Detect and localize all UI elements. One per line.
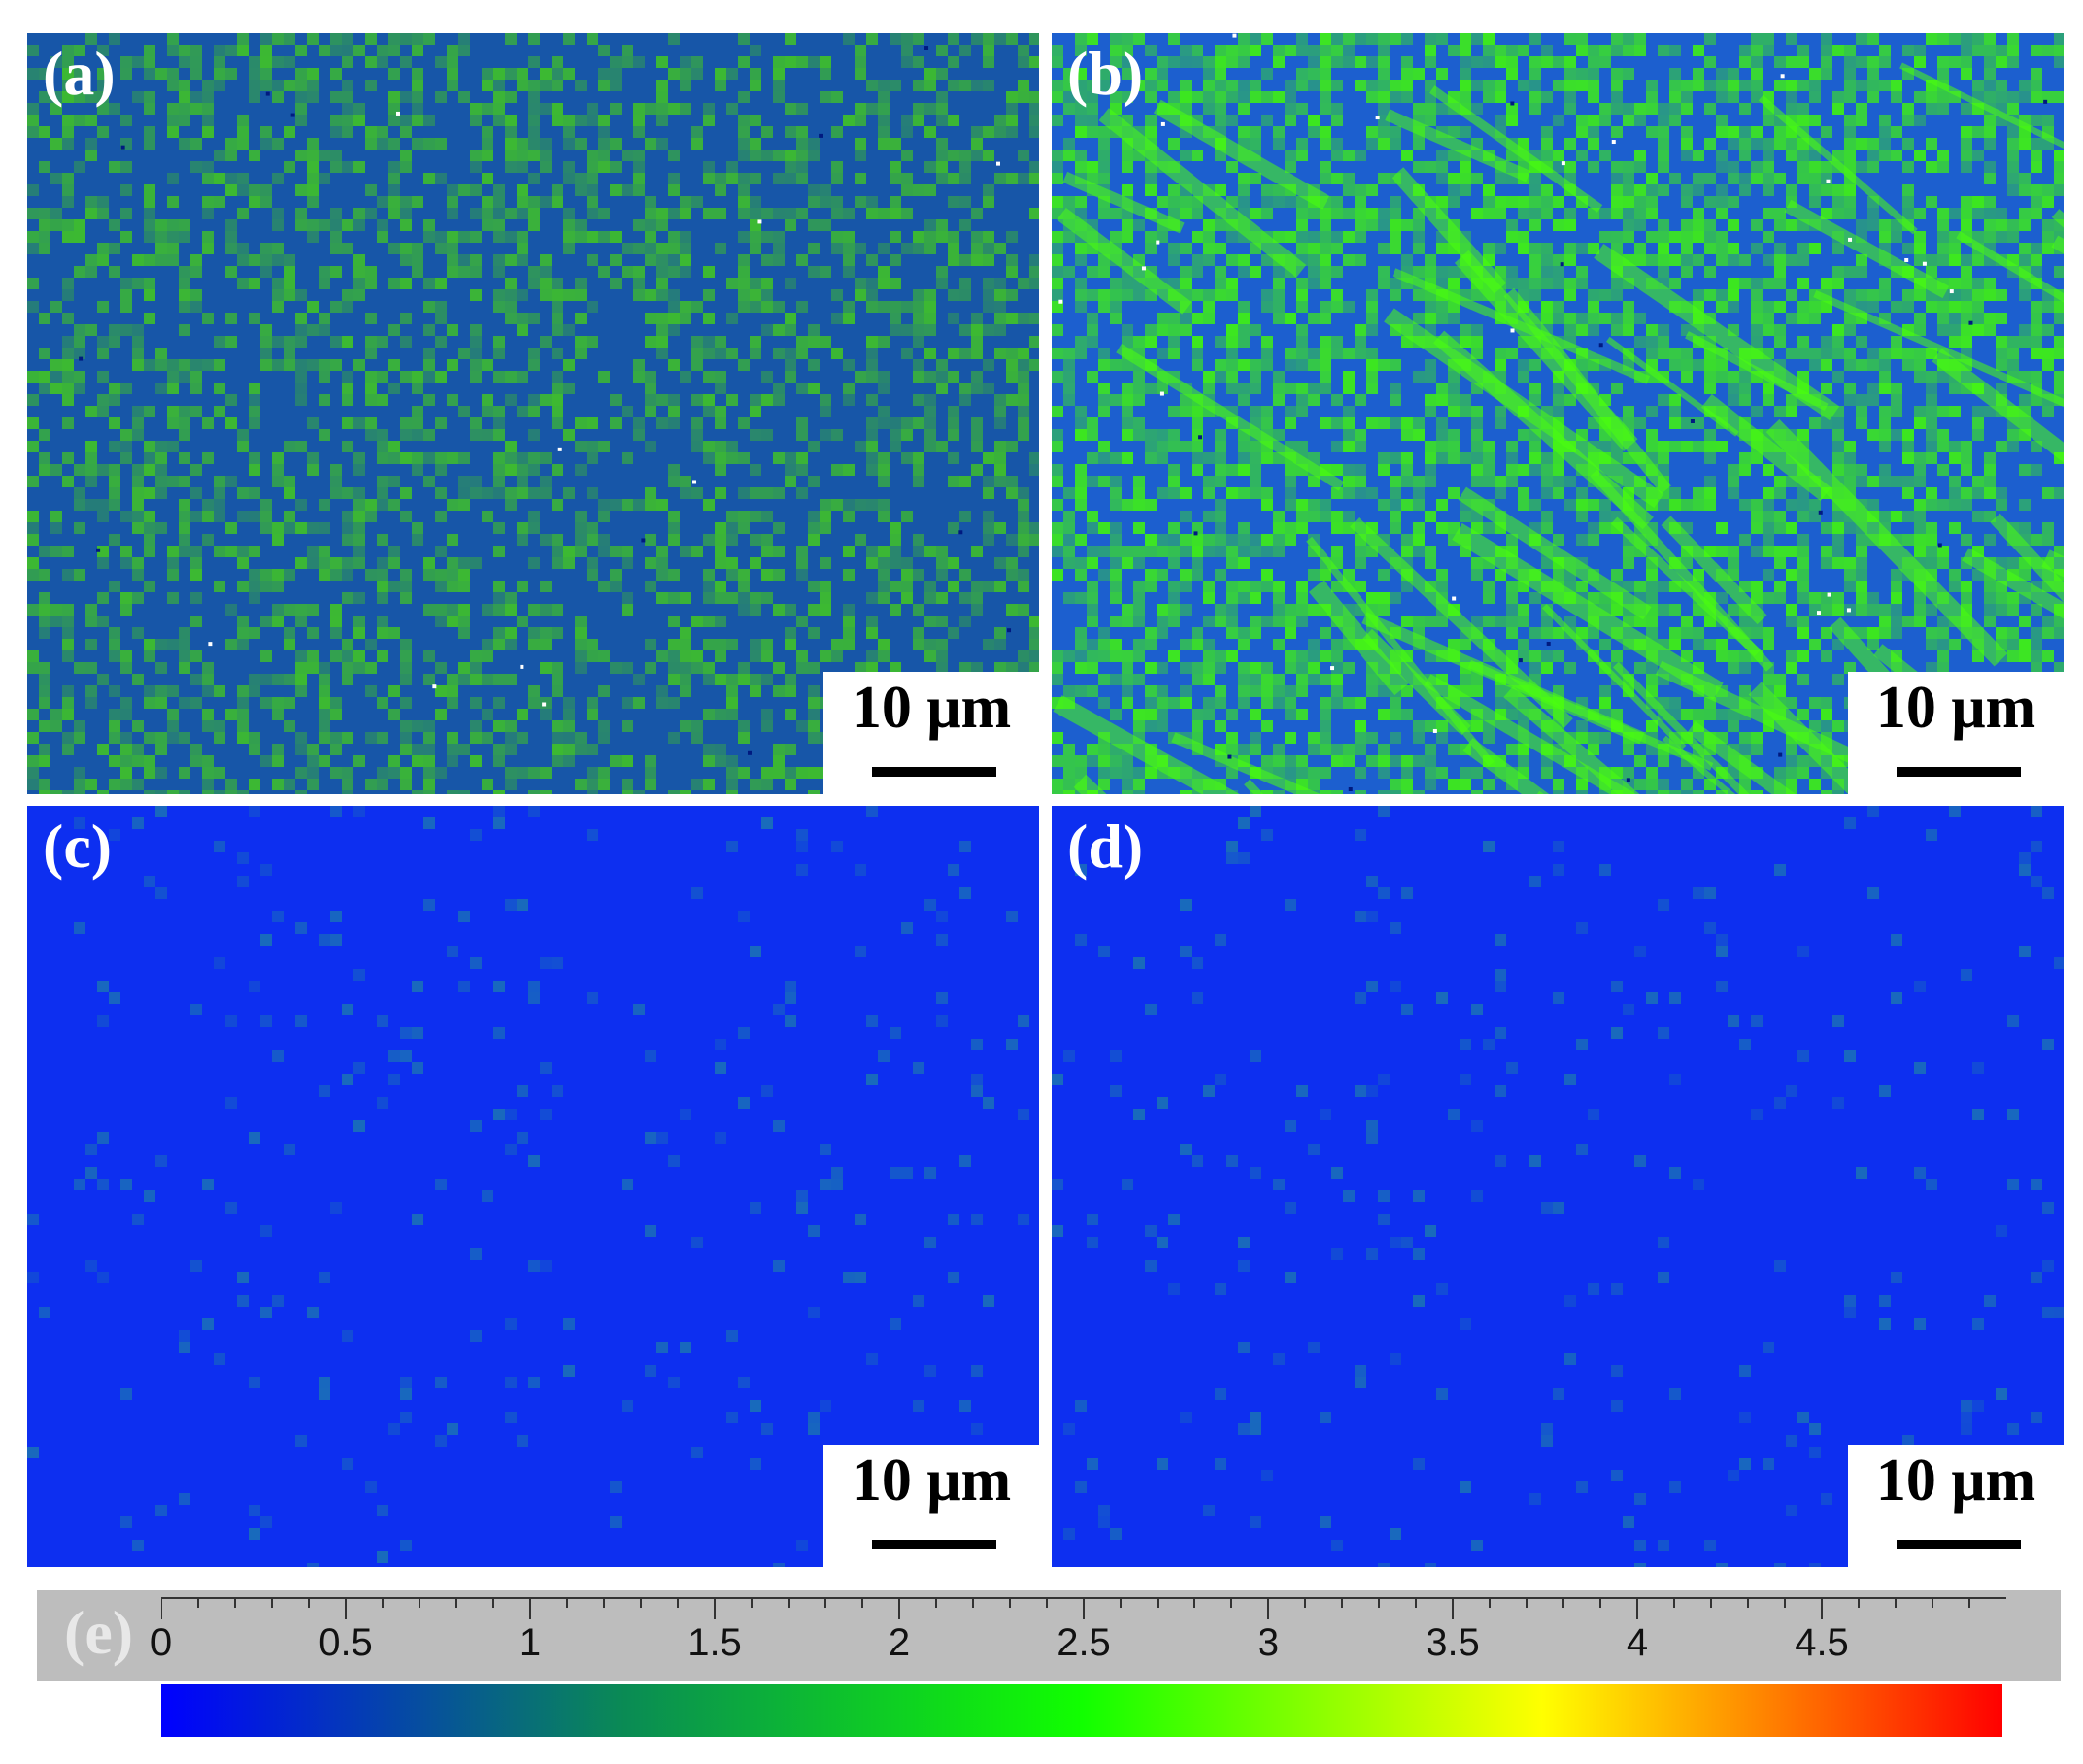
colorbar-tick-label: 2.5	[1057, 1621, 1111, 1664]
kam-map-a	[27, 33, 1039, 794]
colorbar-tick-label: 1.5	[688, 1621, 742, 1664]
colorbar-tick-label: 4	[1626, 1621, 1649, 1664]
scale-bar-line-a	[872, 767, 996, 777]
colorbar-tick-label: 1	[519, 1621, 542, 1664]
colorbar-tick-label: 0	[150, 1621, 173, 1664]
colorbar-tick-label: 4.5	[1795, 1621, 1849, 1664]
colorbar-axis-frame: (e) 0 0.5 1 1.5 2 2.5 3 3.5 4 4.5	[37, 1590, 2061, 1681]
colorbar-gradient	[161, 1684, 2002, 1737]
scale-bar-text-d: 10 μm	[1875, 1448, 2036, 1514]
panel-label-a: (a)	[43, 39, 116, 108]
scale-bar-d: 10 μm	[1848, 1445, 2064, 1567]
map-panel-b: (b) 10 μm	[1052, 33, 2064, 794]
colorbar-tick-label: 3.5	[1426, 1621, 1480, 1664]
scale-bar-text-a: 10 μm	[851, 675, 1012, 741]
scale-bar-line-d	[1897, 1540, 2021, 1549]
colorbar-axis: 0 0.5 1 1.5 2 2.5 3 3.5 4 4.5	[151, 1590, 2006, 1681]
panel-label-c: (c)	[43, 812, 113, 881]
colorbar-tick-label: 0.5	[319, 1621, 373, 1664]
map-panel-c: (c) 10 μm	[27, 806, 1039, 1567]
scale-bar-line-b	[1897, 767, 2021, 777]
scale-bar-b: 10 μm	[1848, 672, 2064, 794]
kam-map-c	[27, 806, 1039, 1567]
colorbar-tick-label: 2	[888, 1621, 911, 1664]
map-panel-d: (d) 10 μm	[1052, 806, 2064, 1567]
scale-bar-line-c	[872, 1540, 996, 1549]
colorbar-panel-label: (e)	[64, 1598, 134, 1667]
panel-label-d: (d)	[1067, 812, 1144, 881]
scale-bar-text-c: 10 μm	[851, 1448, 1012, 1514]
scale-bar-text-b: 10 μm	[1875, 675, 2036, 741]
colorbar-ticks	[160, 1597, 2006, 1619]
scale-bar-a: 10 μm	[823, 672, 1039, 794]
panel-label-b: (b)	[1067, 39, 1144, 108]
scale-bar-c: 10 μm	[823, 1445, 1039, 1567]
map-panel-a: (a) 10 μm	[27, 33, 1039, 794]
kam-map-d	[1052, 806, 2064, 1567]
colorbar-tick-label: 3	[1257, 1621, 1280, 1664]
